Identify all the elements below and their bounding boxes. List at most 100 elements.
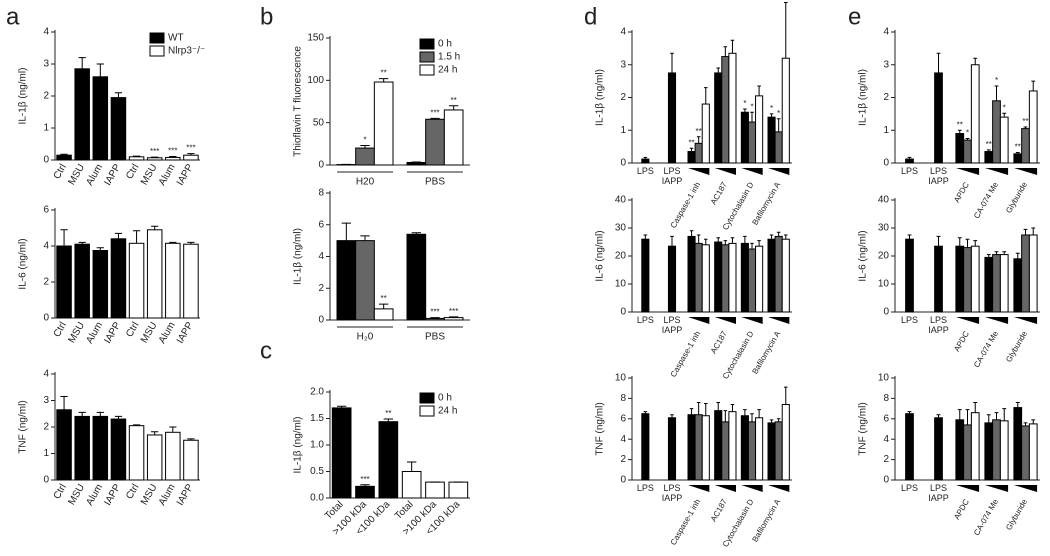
bar xyxy=(687,414,696,481)
dose-triangle xyxy=(714,485,736,492)
error-bar xyxy=(187,241,195,245)
y-axis-label: IL-1β (ng/ml) xyxy=(18,68,29,125)
error-bar xyxy=(994,85,999,101)
error-bar xyxy=(907,411,912,414)
error-bar xyxy=(689,408,694,415)
y-tick-label: 3 xyxy=(883,59,889,70)
bar xyxy=(721,56,730,164)
bar xyxy=(955,133,965,164)
bar xyxy=(1028,423,1038,481)
bar xyxy=(740,242,749,313)
dose-triangle xyxy=(688,317,710,324)
bar xyxy=(74,415,90,481)
y-tick-label: 3 xyxy=(620,59,626,70)
x-tick-label: Alum xyxy=(157,320,178,345)
bar xyxy=(92,76,109,161)
error-bar xyxy=(341,222,351,241)
error-bar xyxy=(670,414,674,418)
bar xyxy=(165,156,181,161)
bar xyxy=(110,97,127,161)
y-tick-label: 50 xyxy=(313,117,325,128)
significance: ** xyxy=(957,120,963,129)
y-tick-label: 6 xyxy=(318,219,324,230)
bar xyxy=(755,417,764,481)
x-tick-label: MSU xyxy=(66,320,87,345)
dose-triangle xyxy=(741,168,763,175)
error-bar xyxy=(696,234,701,244)
y-tick-label: 2 xyxy=(43,277,49,288)
y-tick-label: 20 xyxy=(878,251,890,262)
error-bar xyxy=(114,92,123,98)
error-bar xyxy=(114,415,123,420)
bar xyxy=(963,139,972,164)
bar xyxy=(1013,153,1023,164)
y-tick-label: 30 xyxy=(878,223,890,234)
x-tick-label: LPS IAPP xyxy=(661,483,683,503)
dose-triangle xyxy=(1013,317,1038,324)
error-bar xyxy=(1023,422,1028,426)
bar xyxy=(56,409,72,481)
y-tick-label: 150 xyxy=(307,33,324,44)
error-bar xyxy=(60,229,68,246)
x-tick-label: Alum xyxy=(157,162,178,187)
error-bar xyxy=(743,409,747,416)
bar xyxy=(774,131,783,164)
error-bar xyxy=(360,235,370,241)
bar xyxy=(992,100,1001,164)
error-bar xyxy=(716,401,720,411)
error-bar xyxy=(1031,419,1036,424)
y-tick-label: 8 xyxy=(620,393,626,404)
error-bar xyxy=(757,409,761,418)
significance: ** xyxy=(451,96,457,105)
y-axis-label: IL-1β (ng/ml) xyxy=(858,69,869,126)
error-bar xyxy=(151,156,159,158)
significance: ** xyxy=(1022,117,1028,126)
error-bar xyxy=(776,418,781,422)
x-tick-label: LPS xyxy=(900,166,918,176)
bar xyxy=(747,421,757,481)
bar xyxy=(56,154,72,161)
dose-triangle xyxy=(714,168,736,175)
x-tick-label: Alum xyxy=(157,482,178,507)
y-tick-label: 1 xyxy=(43,123,49,134)
bar xyxy=(641,158,650,164)
error-bar xyxy=(936,235,941,247)
error-bar xyxy=(96,247,104,251)
dose-triangle xyxy=(688,168,710,175)
y-tick-label: 4 xyxy=(43,241,49,252)
error-bar xyxy=(1031,80,1036,91)
bar xyxy=(767,422,776,481)
dose-triangle xyxy=(714,317,736,324)
bar xyxy=(641,413,650,481)
bar xyxy=(721,421,730,481)
bar xyxy=(701,415,710,481)
error-bar xyxy=(383,418,393,422)
bar xyxy=(701,103,710,164)
x-tick-label: Ctrl xyxy=(52,320,69,339)
x-tick-label: IAPP xyxy=(102,320,123,346)
y-tick-label: 6 xyxy=(43,205,49,216)
significance: *** xyxy=(449,307,458,316)
error-bar xyxy=(1002,251,1007,255)
error-bar xyxy=(757,85,761,96)
x-tick-label: LPS xyxy=(900,483,918,493)
bar xyxy=(687,151,696,164)
x-tick-label: Bafilomycin A xyxy=(750,329,782,376)
error-bar xyxy=(743,235,747,244)
y-tick-label: 20 xyxy=(615,251,627,262)
x-tick-label: MSU xyxy=(139,482,160,507)
y-tick-label: 0 xyxy=(883,475,889,486)
bar xyxy=(970,64,980,164)
error-bar xyxy=(78,411,86,417)
x-tick-label: IAPP xyxy=(175,482,196,508)
bar xyxy=(714,241,723,313)
error-bar xyxy=(776,118,781,132)
y-tick-label: 2 xyxy=(43,91,49,102)
bar xyxy=(781,404,790,481)
x-tick-label: H20 xyxy=(356,177,375,188)
bar xyxy=(110,238,127,319)
bar xyxy=(74,243,90,319)
error-bar xyxy=(750,242,754,249)
error-bar xyxy=(965,409,970,425)
